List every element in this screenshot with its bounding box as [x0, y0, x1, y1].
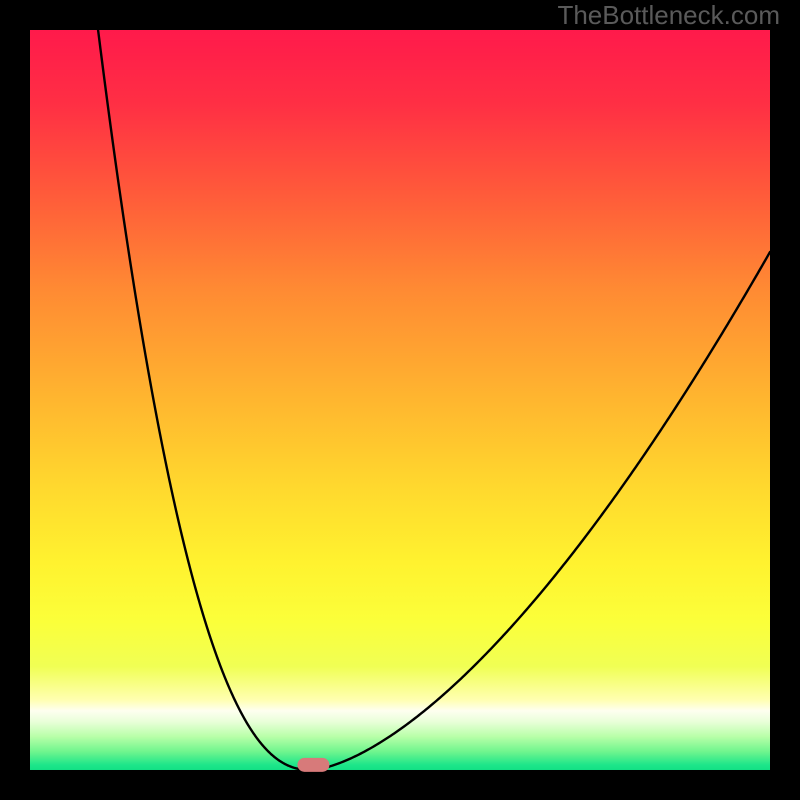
bottleneck-chart: TheBottleneck.com — [0, 0, 800, 800]
optimal-marker — [297, 758, 329, 772]
watermark-text: TheBottleneck.com — [557, 0, 780, 30]
chart-plot-background — [30, 30, 770, 770]
